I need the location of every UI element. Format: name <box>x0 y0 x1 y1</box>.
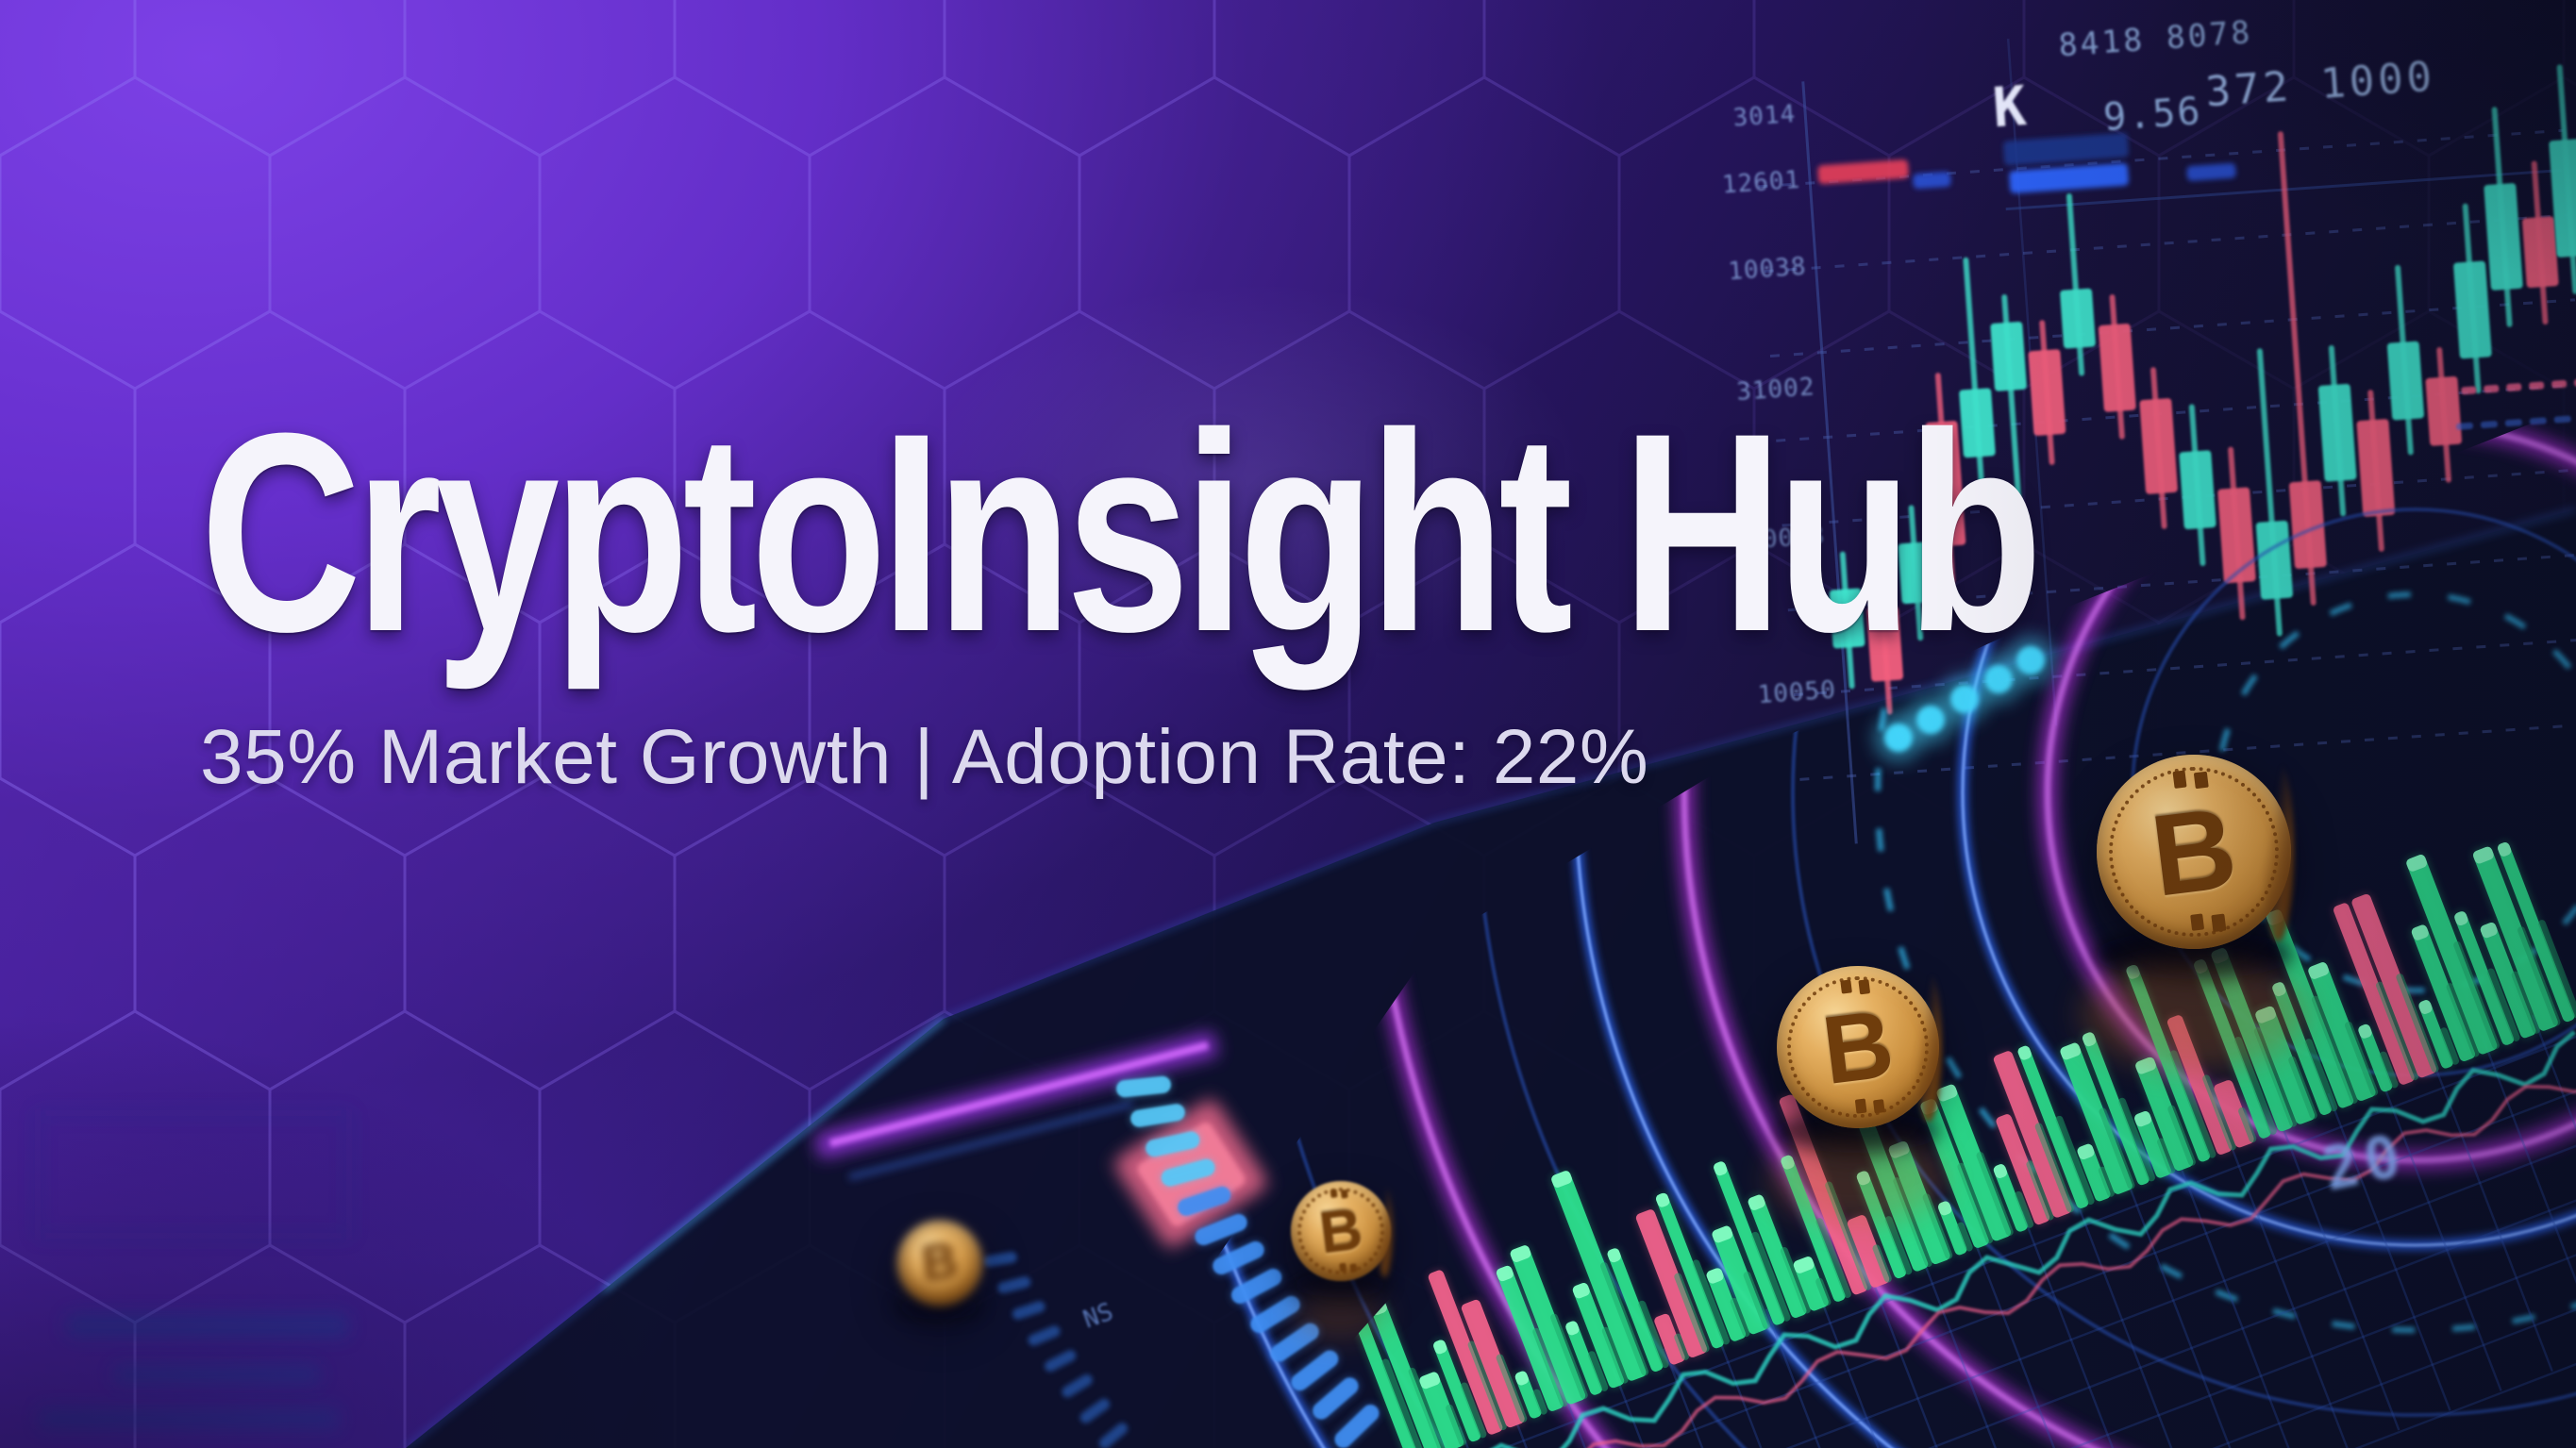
coin-reflection <box>1767 1134 1947 1224</box>
coin-face: B <box>2097 755 2295 949</box>
candlestick <box>2028 349 2066 436</box>
candlestick <box>1829 588 1865 649</box>
coin-edge <box>1915 972 1942 1123</box>
coin-face: B <box>897 1221 982 1306</box>
blue-dash <box>2553 415 2571 424</box>
ticker-price-value: 9.56 <box>2102 90 2203 140</box>
bitcoin-coin-blurred: B <box>897 1221 982 1306</box>
pink-dash <box>2529 381 2545 391</box>
candlestick <box>1959 388 1996 458</box>
candlestick <box>2217 487 2256 584</box>
blurred-bar <box>113 1364 321 1385</box>
blue-dash <box>2504 419 2522 427</box>
candlestick <box>2356 419 2396 517</box>
bitcoin-icon: B <box>918 1233 962 1293</box>
glow-dot <box>1950 685 1979 713</box>
bitcoin-coin-large: B <box>2097 755 2295 949</box>
candlestick <box>2453 260 2492 359</box>
blue-dash <box>2480 421 2498 428</box>
candlestick <box>2098 324 2136 412</box>
candlestick <box>2139 398 2178 494</box>
blue-dash <box>2455 422 2473 430</box>
axis-label: 31002 <box>1735 373 1815 407</box>
coin-reflection <box>1295 1293 1385 1339</box>
candlestick <box>2179 450 2216 530</box>
coin-edge <box>1376 1185 1393 1277</box>
blue-dash <box>2529 417 2547 425</box>
pink-dash <box>2551 379 2568 389</box>
candlestick <box>2060 288 2096 349</box>
axis-label: 10050 <box>1757 675 1837 709</box>
blurred-bar <box>38 1407 340 1430</box>
ticker-bar <box>1913 172 1951 190</box>
glow-dot <box>1916 706 1945 734</box>
axis-label: 10023 <box>1746 522 1826 556</box>
coin-reflection <box>2081 957 2307 1071</box>
axis-label: 3014 <box>1732 100 1798 133</box>
candlestick <box>1990 322 2027 391</box>
candlestick <box>2522 216 2559 289</box>
coin-edge <box>2263 762 2295 941</box>
coin-face: B <box>1291 1181 1393 1281</box>
pink-dash <box>2484 384 2500 393</box>
bitcoin-coin-small: B <box>1291 1181 1393 1281</box>
candlestick <box>2317 383 2357 482</box>
blurred-bar <box>66 1313 349 1338</box>
coin-face: B <box>1777 966 1942 1128</box>
glow-dot <box>2016 646 2045 674</box>
axis-label: 12601 <box>1721 166 1801 200</box>
candlestick <box>1866 606 1904 682</box>
candlestick <box>2386 341 2425 421</box>
axis-label: 10038 <box>1727 253 1807 287</box>
candlestick <box>2255 520 2293 600</box>
pink-dash <box>2461 386 2477 395</box>
pink-dash <box>2506 383 2522 391</box>
candlestick <box>2425 375 2463 446</box>
bitcoin-coin-medium: B <box>1777 966 1942 1128</box>
ticker-k-label: K <box>1991 74 2029 140</box>
candlestick <box>1898 541 1934 605</box>
